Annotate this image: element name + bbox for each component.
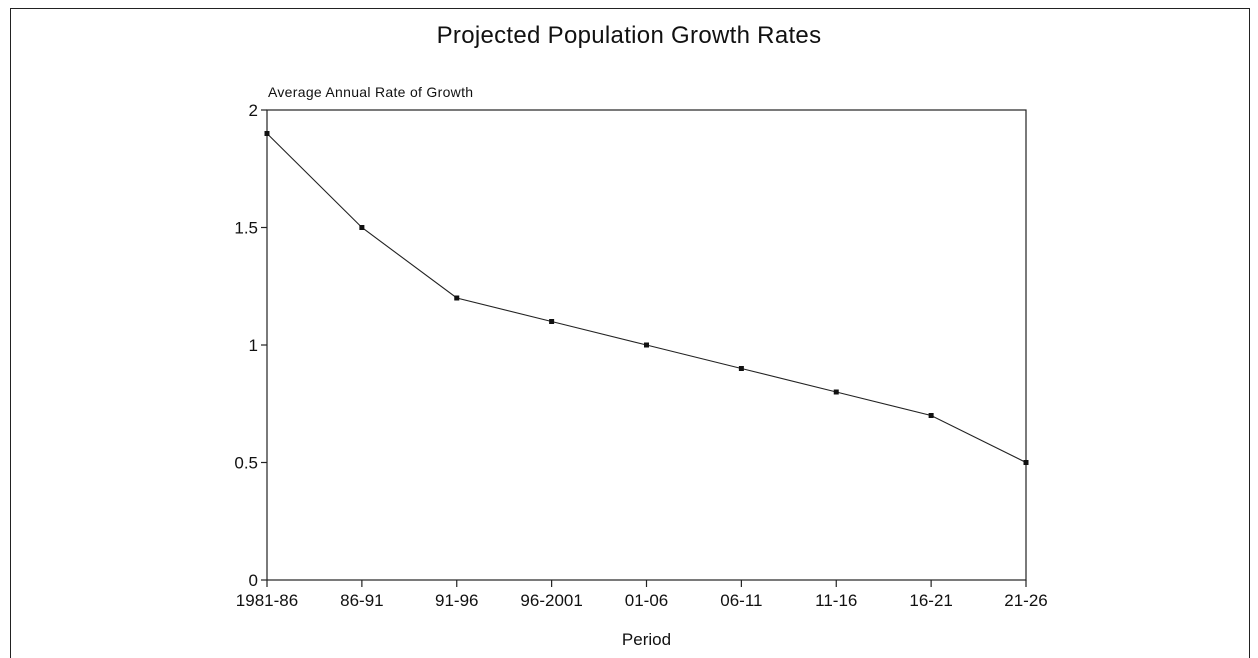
- data-point: [549, 319, 555, 324]
- data-point: [833, 389, 839, 395]
- y-axis: 0 0.5 1 1.5 2: [234, 101, 267, 590]
- y-tick-label: 0.5: [234, 454, 258, 473]
- x-tick-label: 16-21: [909, 591, 952, 610]
- x-tick-label: 91-96: [435, 591, 478, 610]
- data-point: [1023, 460, 1029, 465]
- x-tick-label: 21-26: [1004, 591, 1047, 610]
- x-tick-label: 11-16: [815, 591, 857, 610]
- x-tick-label: 06-11: [720, 591, 762, 610]
- x-tick-label: 86-91: [340, 591, 383, 610]
- chart-title: Projected Population Growth Rates: [436, 22, 822, 49]
- data-point: [454, 295, 460, 301]
- series-line: [266, 133, 1027, 463]
- y-tick-label: 1: [249, 336, 258, 355]
- y-tick-label: 1.5: [234, 219, 258, 238]
- data-points: [264, 131, 1029, 465]
- x-tick-label: 1981-86: [236, 591, 298, 610]
- chart-frame: [10, 8, 1250, 658]
- x-axis: 1981-86 86-91 91-96 96-2001 01-06 06-11 11-16 1…: [236, 580, 1048, 610]
- y-tick-label: 0: [249, 571, 258, 590]
- x-axis-label: Period: [622, 630, 671, 649]
- y-axis-label: Average Annual Rate of Growth: [268, 84, 473, 100]
- data-point: [928, 413, 934, 418]
- y-tick-label: 2: [249, 101, 258, 120]
- data-point: [644, 342, 649, 348]
- data-point: [359, 225, 365, 230]
- x-tick-label: 96-2001: [520, 591, 582, 610]
- data-point: [738, 366, 744, 371]
- data-point: [264, 131, 270, 136]
- x-tick-label: 01-06: [625, 591, 668, 610]
